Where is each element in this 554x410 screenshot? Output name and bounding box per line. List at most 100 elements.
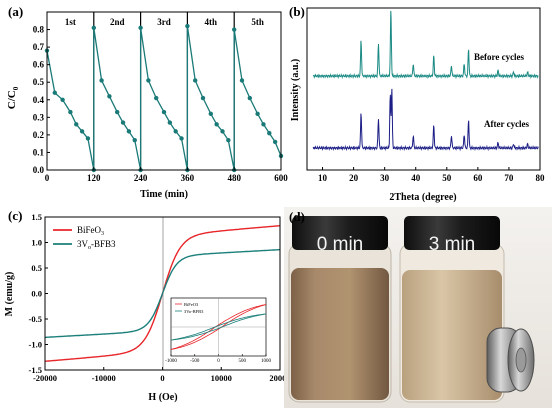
- data-point: [161, 109, 167, 115]
- x-tick-label: 120: [87, 173, 101, 183]
- data-point: [167, 120, 173, 125]
- x-tick-label: 50: [442, 173, 452, 183]
- data-point: [200, 95, 206, 101]
- y-tick-label: 0.5: [31, 263, 42, 273]
- inset-curve-1-lower: [170, 313, 267, 341]
- x-tick-label: 60: [473, 173, 483, 183]
- data-point: [208, 111, 213, 117]
- inset-curve-0-upper: [170, 304, 267, 350]
- vial-0min-liquid: [291, 268, 389, 400]
- y-tick-label: 0.6: [33, 60, 45, 70]
- data-point: [74, 122, 79, 127]
- y-tick-label: 0.5: [33, 77, 45, 87]
- data-point: [68, 109, 73, 115]
- panel-b-series-label-before: Before cycles: [474, 52, 525, 62]
- panel-b-letter: (b): [289, 4, 305, 19]
- inset-curve-1-upper: [170, 313, 267, 341]
- data-point: [99, 78, 104, 83]
- data-point: [60, 97, 65, 102]
- x-tick-label: 0: [45, 173, 50, 183]
- x-tick-label: 20: [349, 173, 359, 183]
- data-point: [154, 95, 159, 101]
- y-tick-label: 0.3: [33, 112, 45, 122]
- data-point: [239, 78, 245, 83]
- data-point: [220, 129, 225, 134]
- panel-c-magnetization-chart: -20000 -10000 0 10000 20000-1.5-1.0-0.50.00.…: [4, 208, 291, 403]
- data-point: [126, 129, 132, 134]
- x-tick-label: 10: [318, 173, 328, 183]
- y-tick-label: 0.7: [33, 42, 45, 52]
- panel-c-ylabel: M (emu/g): [4, 272, 15, 317]
- magnet: [486, 327, 535, 393]
- panel-a-xlabel: Time (min): [140, 189, 188, 200]
- x-tick-label: -10000: [92, 373, 116, 383]
- xrd-series-1: [312, 88, 539, 152]
- cycle-label: 5th: [251, 17, 264, 27]
- data-point: [115, 109, 120, 115]
- y-tick-label: 1.0: [31, 238, 42, 248]
- inset-legend-label-3vo-bfb3: 3Vo-BFB3: [184, 309, 204, 314]
- data-point: [226, 137, 231, 143]
- panel-c-xlabel: H (Oe): [148, 392, 177, 403]
- y-tick-label: 0.2: [33, 130, 45, 140]
- x-tick-label: 70: [504, 173, 514, 183]
- y-tick-label: 0.1: [33, 147, 45, 157]
- panel-a-letter: (a): [8, 4, 23, 19]
- y-tick-label: 0.0: [33, 165, 45, 175]
- vial-0min-cap: [292, 216, 388, 250]
- x-tick-label: 20000: [269, 373, 290, 383]
- cycle-series-line: [46, 25, 282, 171]
- x-tick-label: 480: [227, 173, 241, 183]
- panel-b-ylabel: Intensity (a.u.): [290, 59, 301, 122]
- data-point: [120, 120, 126, 125]
- panel-b-xrd-chart: 10 20 30 40 50 60 70 80 (b) Before cycles After…: [289, 4, 545, 203]
- data-point: [132, 137, 137, 143]
- inset-x-tick-label: 0: [217, 359, 220, 364]
- panel-c-legend: BiFeO3 3Vo-BFB3: [53, 225, 116, 251]
- data-point: [138, 25, 143, 30]
- panel-a-cycle-chart: 1st 2nd 3rd 4th 5th 0 120 240 360 480 600 0.0 0.1 0…: [6, 4, 288, 200]
- data-point: [232, 27, 237, 32]
- vial-3min-liquid: [402, 270, 502, 400]
- y-tick-label: 0.4: [33, 95, 45, 105]
- data-point: [185, 23, 190, 29]
- vial-3min-cap: [404, 216, 500, 250]
- x-tick-label: -20000: [33, 373, 57, 383]
- data-point: [107, 94, 112, 99]
- vial-3min-label: 3 min: [429, 234, 475, 255]
- data-point: [255, 111, 260, 117]
- cycle-label: 4th: [205, 17, 218, 27]
- x-tick-label: 10000: [211, 373, 232, 383]
- x-tick-label: 240: [134, 173, 148, 183]
- inset-legend-label-bifeo3: BiFeO3: [184, 302, 199, 307]
- data-point: [247, 95, 252, 101]
- m-h-curve-1: [44, 248, 281, 339]
- panel-c-axes-frame: [44, 216, 281, 371]
- inset-x-tick-label: -1000: [165, 359, 177, 364]
- x-tick-label: 600: [274, 173, 288, 183]
- inset-x-tick-label: 1000: [261, 359, 272, 364]
- panel-c-inset-chart: -1000 -500 0 500 1000 BiFeO3 3Vo-BFB3: [165, 297, 272, 364]
- data-point: [261, 122, 266, 127]
- xrd-series-0: [312, 10, 539, 80]
- x-tick-label: 360: [181, 173, 195, 183]
- panel-c-letter: (c): [8, 208, 22, 223]
- data-point: [52, 90, 57, 95]
- panel-d-letter: (d): [289, 209, 305, 224]
- panel-a-axes-frame: [46, 11, 282, 171]
- legend-label-3vo-bfb3: 3Vo-BFB3: [77, 239, 116, 251]
- panel-b-axes-frame: [306, 7, 541, 171]
- vial-0min-label: 0 min: [317, 234, 363, 255]
- cycle-label: 3rd: [157, 17, 171, 27]
- data-point: [85, 136, 91, 141]
- y-tick-label: -1.0: [29, 340, 42, 350]
- y-tick-label: 0.0: [31, 289, 42, 299]
- cycle-label: 1st: [65, 17, 76, 27]
- vial-3min: 3 min: [399, 216, 505, 403]
- y-tick-label: 0.8: [33, 25, 45, 35]
- data-point: [272, 139, 278, 145]
- inset-x-tick-label: -500: [190, 359, 200, 364]
- data-point: [146, 78, 151, 83]
- panel-a-ylabel: C/C0: [6, 86, 20, 109]
